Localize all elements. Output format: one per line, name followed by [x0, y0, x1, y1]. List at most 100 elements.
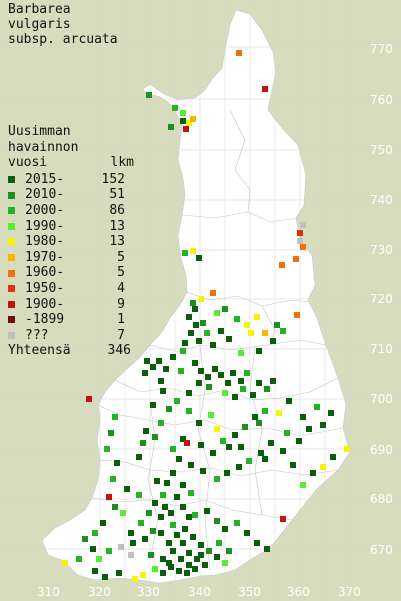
observation-square	[140, 572, 146, 578]
observation-square	[290, 462, 296, 468]
observation-square	[76, 556, 82, 562]
region-borders	[91, 109, 344, 571]
observation-square	[320, 422, 326, 428]
observation-square	[176, 456, 182, 462]
observation-square	[240, 386, 246, 392]
legend-total: Yhteensä 346	[8, 343, 134, 359]
observation-square	[198, 368, 204, 374]
observation-square	[96, 556, 102, 562]
observation-square	[254, 540, 260, 546]
observation-square	[330, 454, 336, 460]
observation-square	[118, 544, 124, 550]
observation-square	[110, 476, 116, 482]
observation-square	[210, 342, 216, 348]
observation-square	[224, 470, 230, 476]
observation-square	[104, 446, 110, 452]
legend-swatch	[8, 316, 15, 324]
observation-square	[184, 570, 190, 576]
observation-square	[180, 540, 186, 546]
observation-square	[244, 370, 250, 376]
observation-square	[160, 388, 166, 394]
observation-square	[192, 360, 198, 366]
observation-square	[150, 402, 156, 408]
observation-square	[274, 322, 280, 328]
observation-square	[252, 414, 258, 420]
legend-swatch	[8, 207, 15, 215]
legend-year: 1990-	[25, 218, 65, 234]
observation-square	[174, 494, 180, 500]
observation-square	[320, 464, 326, 470]
legend-rows: 2015- 152 2010- 51 2000- 86 1990- 13 1980- 13 1970…	[8, 172, 134, 344]
observation-square	[182, 526, 188, 532]
observation-square	[192, 512, 198, 518]
observation-square	[210, 450, 216, 456]
observation-square	[246, 458, 252, 464]
observation-square	[120, 510, 126, 516]
observation-square	[166, 406, 172, 412]
observation-square	[234, 520, 240, 526]
legend-count: 4	[117, 280, 125, 296]
observation-square	[90, 546, 96, 552]
legend-total-count: 346	[107, 343, 131, 359]
observation-square	[270, 378, 276, 384]
x-axis-label: 330	[137, 585, 160, 599]
observation-square	[180, 436, 186, 442]
observation-square	[158, 530, 164, 536]
observation-square	[170, 446, 176, 452]
observation-square	[300, 482, 306, 488]
y-axis-label: 740	[370, 193, 393, 207]
observation-square	[279, 262, 285, 268]
legend-count: 1	[117, 312, 125, 328]
observation-square	[194, 556, 200, 562]
observation-square	[226, 444, 232, 450]
observation-square	[258, 450, 264, 456]
observation-square	[270, 338, 276, 344]
x-axis-label: 360	[287, 585, 310, 599]
legend-year: 1960-	[25, 265, 65, 281]
observation-square	[140, 440, 146, 446]
observation-square	[218, 372, 224, 378]
observation-square	[82, 536, 88, 542]
observation-square	[262, 330, 268, 336]
observation-square	[102, 574, 108, 580]
observation-square	[238, 378, 244, 384]
legend-year: 1900-	[25, 296, 65, 312]
legend-year: 2010-	[25, 187, 65, 203]
observation-square	[244, 530, 250, 536]
observation-square	[108, 430, 114, 436]
observation-square	[264, 386, 270, 392]
observation-square	[206, 548, 212, 554]
observation-square	[256, 348, 262, 354]
observation-square	[276, 410, 282, 416]
y-axis-label: 760	[370, 93, 393, 107]
legend-swatch	[8, 238, 15, 246]
observation-square	[314, 404, 320, 410]
legend: Uusimman havainnon vuosi lkm 2015- 152 201…	[8, 124, 134, 359]
observation-square	[186, 390, 192, 396]
observation-square	[170, 548, 176, 554]
legend-count: 51	[109, 187, 125, 203]
observation-square	[160, 492, 166, 498]
observation-square	[344, 446, 350, 452]
observation-square	[204, 330, 210, 336]
legend-count: 13	[109, 234, 125, 250]
observation-square	[297, 238, 303, 244]
observation-square	[130, 540, 136, 546]
observation-square	[214, 518, 220, 524]
legend-row: -1899 1	[8, 312, 134, 328]
observation-square	[198, 442, 204, 448]
legend-row: 1950- 4	[8, 281, 134, 297]
observation-square	[170, 522, 176, 528]
observation-square	[168, 124, 174, 130]
observation-points	[62, 50, 350, 582]
observation-square	[222, 390, 228, 396]
legend-year: 2015-	[25, 171, 65, 187]
legend-year: 2000-	[25, 202, 65, 218]
observation-square	[180, 504, 186, 510]
observation-square	[180, 110, 186, 116]
observation-square	[164, 480, 170, 486]
observation-square	[306, 426, 312, 432]
legend-year: 1970-	[25, 249, 65, 265]
legend-row: 2010- 51	[8, 187, 134, 203]
observation-square	[190, 116, 196, 122]
